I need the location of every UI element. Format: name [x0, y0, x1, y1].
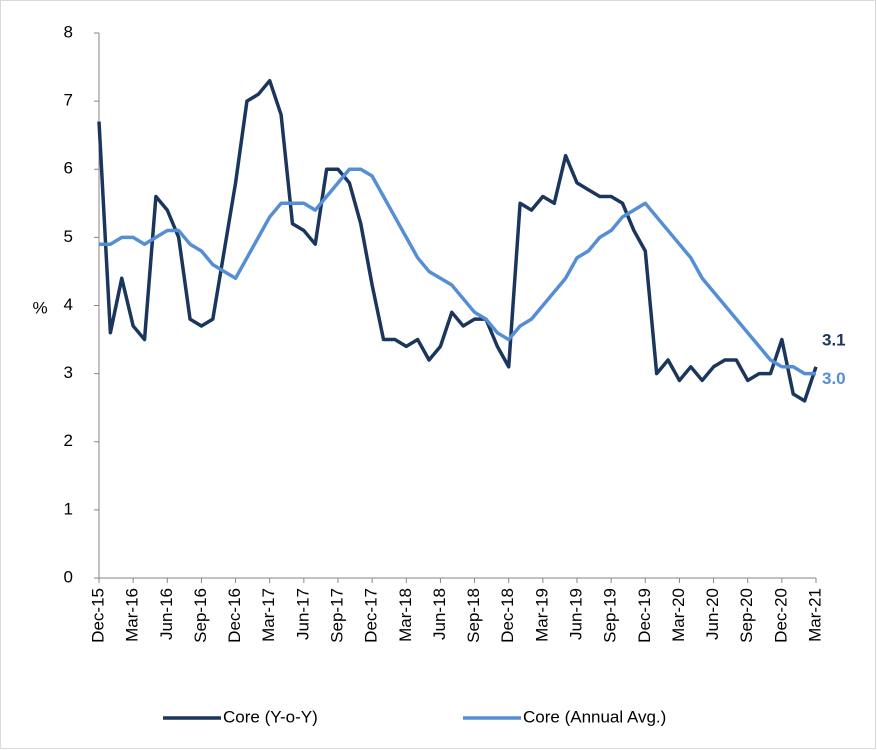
y-tick-label: 7	[64, 91, 73, 110]
x-tick-label: Jun-17	[293, 588, 312, 640]
x-tick-label: Sep-17	[327, 588, 346, 643]
line-series	[97, 78, 818, 403]
legend-label: Core (Y-o-Y)	[223, 707, 318, 726]
line-series	[99, 167, 816, 376]
x-tick-label: Jun-19	[566, 588, 585, 640]
x-tick-label: Dec-17	[362, 588, 381, 643]
x-tick-label: Sep-16	[191, 588, 210, 643]
x-tick-label: Dec-16	[225, 588, 244, 643]
x-tick-label: Sep-18	[464, 588, 483, 643]
y-tick-label: 6	[64, 159, 73, 178]
x-tick-label: Dec-18	[498, 588, 517, 643]
x-tick-label: Sep-19	[601, 588, 620, 643]
y-tick-label: 5	[64, 227, 73, 246]
y-tick-label: 0	[64, 567, 73, 586]
y-tick-label: 2	[64, 431, 73, 450]
data-label: 3.0	[822, 369, 846, 388]
data-label: 3.1	[822, 330, 846, 349]
x-tick-label: Sep-20	[737, 588, 756, 643]
x-tick-label: Mar-17	[259, 588, 278, 642]
legend-label: Core (Annual Avg.)	[523, 707, 666, 726]
x-tick-label: Dec-20	[771, 588, 790, 643]
y-tick-label: 1	[64, 499, 73, 518]
y-tick-label: 4	[64, 295, 73, 314]
x-tick-label: Dec-15	[88, 588, 107, 643]
y-tick-label: 8	[64, 22, 73, 41]
x-tick-label: Mar-16	[123, 588, 142, 642]
x-tick-label: Mar-20	[669, 588, 688, 642]
x-tick-label: Jun-16	[157, 588, 176, 640]
x-tick-label: Mar-19	[532, 588, 551, 642]
x-tick-label: Jun-18	[430, 588, 449, 640]
x-tick-label: Dec-19	[635, 588, 654, 643]
y-axis-label: %	[32, 298, 47, 317]
x-tick-label: Jun-20	[703, 588, 722, 640]
x-tick-label: Mar-18	[396, 588, 415, 642]
y-tick-label: 3	[64, 363, 73, 382]
x-tick-label: Mar-21	[805, 588, 824, 642]
